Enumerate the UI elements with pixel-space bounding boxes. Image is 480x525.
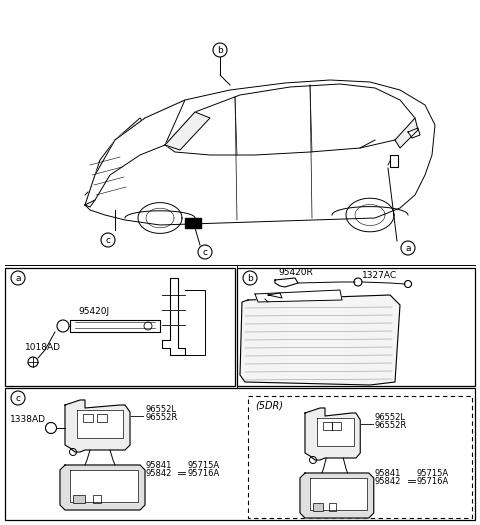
Text: c: c xyxy=(15,394,21,403)
Text: 95841: 95841 xyxy=(374,469,401,478)
Polygon shape xyxy=(395,118,418,148)
Bar xyxy=(97,414,107,422)
Bar xyxy=(390,155,398,167)
Text: 96552L: 96552L xyxy=(145,405,176,414)
Bar xyxy=(5,388,475,520)
Bar xyxy=(332,422,341,430)
Text: a: a xyxy=(15,274,21,283)
Bar xyxy=(93,495,101,503)
Text: (5DR): (5DR) xyxy=(255,400,283,410)
Circle shape xyxy=(243,271,257,285)
Circle shape xyxy=(101,233,115,247)
Polygon shape xyxy=(60,465,145,510)
Text: 96552L: 96552L xyxy=(374,413,406,422)
Text: a: a xyxy=(405,244,411,253)
Text: 1018AD: 1018AD xyxy=(25,343,61,352)
Text: 95716A: 95716A xyxy=(417,477,449,486)
Polygon shape xyxy=(77,410,123,438)
Circle shape xyxy=(198,245,212,259)
Polygon shape xyxy=(85,80,435,225)
Text: 95420R: 95420R xyxy=(278,268,313,277)
Text: c: c xyxy=(106,236,110,245)
Text: 96552R: 96552R xyxy=(374,421,407,430)
Polygon shape xyxy=(165,112,210,150)
Text: 1327AC: 1327AC xyxy=(362,271,397,280)
Text: b: b xyxy=(247,274,253,283)
Bar xyxy=(83,414,93,422)
Circle shape xyxy=(213,43,227,57)
Text: 95715A: 95715A xyxy=(417,469,449,478)
Bar xyxy=(73,495,85,503)
Text: 95716A: 95716A xyxy=(187,469,219,478)
Polygon shape xyxy=(300,473,374,518)
Bar xyxy=(248,396,472,518)
Polygon shape xyxy=(70,470,138,502)
Bar xyxy=(185,218,201,228)
Bar xyxy=(323,422,332,430)
Circle shape xyxy=(11,271,25,285)
Circle shape xyxy=(11,391,25,405)
Bar xyxy=(329,503,336,511)
Bar xyxy=(5,268,235,386)
Text: 96552R: 96552R xyxy=(145,413,177,422)
Text: c: c xyxy=(203,248,207,257)
Text: 95841: 95841 xyxy=(145,461,171,470)
Polygon shape xyxy=(255,290,342,302)
Polygon shape xyxy=(165,84,415,155)
Text: b: b xyxy=(217,46,223,55)
Polygon shape xyxy=(240,295,400,385)
Polygon shape xyxy=(85,100,185,205)
Polygon shape xyxy=(305,408,360,460)
Text: 95420J: 95420J xyxy=(78,307,109,316)
Text: 1338AD: 1338AD xyxy=(10,415,46,424)
Text: 95842: 95842 xyxy=(145,469,171,478)
Polygon shape xyxy=(317,418,354,446)
Polygon shape xyxy=(408,128,420,138)
Polygon shape xyxy=(310,478,367,510)
Circle shape xyxy=(401,241,415,255)
Text: 95842: 95842 xyxy=(374,477,401,486)
Bar xyxy=(313,503,323,511)
Polygon shape xyxy=(65,400,130,452)
Bar xyxy=(237,268,475,386)
Text: 95715A: 95715A xyxy=(187,461,219,470)
